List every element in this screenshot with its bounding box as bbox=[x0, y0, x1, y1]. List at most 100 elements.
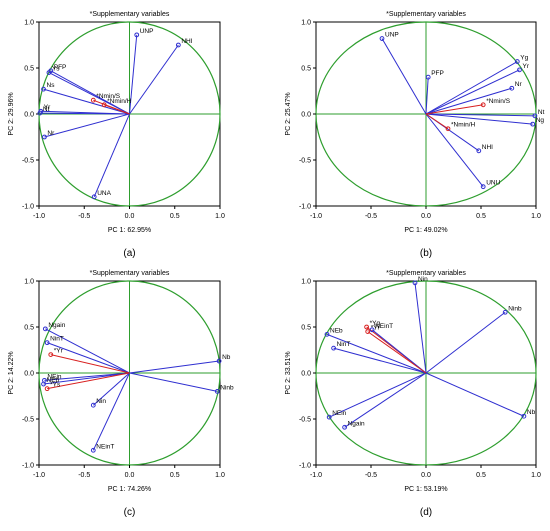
x-tick-label: -1.0 bbox=[33, 213, 45, 220]
supplementary-vector bbox=[425, 113, 449, 130]
point-label: *Nmin/S bbox=[486, 98, 511, 105]
point-label: Nin bbox=[96, 398, 106, 405]
y-axis-label: PC 2: 29.96% bbox=[8, 92, 15, 135]
x-tick-label: 0.5 bbox=[170, 213, 180, 220]
variable-point bbox=[91, 194, 97, 200]
variable-vector bbox=[425, 113, 535, 117]
point-label: *Nmin/S bbox=[96, 93, 121, 100]
panel-label: (a) bbox=[123, 248, 135, 259]
variable-point bbox=[509, 85, 515, 91]
point-label: NHI bbox=[482, 144, 493, 151]
x-tick-label: 0.5 bbox=[476, 213, 486, 220]
supplementary-point bbox=[480, 102, 486, 108]
variable-point bbox=[214, 389, 220, 394]
supplementary-point bbox=[90, 97, 96, 103]
variable-point bbox=[369, 327, 375, 333]
point-label: NEin bbox=[332, 410, 346, 417]
point-label: *Ys bbox=[50, 382, 61, 389]
variable-point bbox=[90, 402, 96, 408]
variable-point bbox=[134, 32, 140, 38]
supplementary-point bbox=[364, 324, 370, 330]
point-label: PFP bbox=[54, 64, 67, 71]
y-tick-label: -0.5 bbox=[299, 158, 311, 165]
chart-panel-3: *Supplementary variables -1.0 -0.5 0.0 0.5 1.… bbox=[8, 270, 234, 518]
variable-vector bbox=[425, 113, 484, 187]
point-label: Ng bbox=[536, 117, 545, 124]
variable-point bbox=[379, 36, 385, 41]
variable-point bbox=[41, 381, 46, 387]
x-tick-label: 0.0 bbox=[421, 213, 431, 220]
point-label: UNA bbox=[97, 190, 111, 197]
variable-point bbox=[216, 358, 222, 364]
chart-panel-1: *Supplementary variables -1.0 -0.5 0.0 0.5 1.… bbox=[8, 11, 225, 259]
variable-point bbox=[46, 70, 52, 75]
x-tick-label: 0.0 bbox=[125, 213, 135, 220]
variable-vector bbox=[425, 61, 518, 115]
supplementary-vector bbox=[47, 372, 130, 390]
y-axis-label: PC 2: 14.22% bbox=[8, 351, 15, 394]
point-label: NEin bbox=[47, 373, 61, 380]
y-tick-label: 1.0 bbox=[24, 279, 34, 286]
variable-point bbox=[42, 134, 47, 140]
variable-point bbox=[502, 309, 508, 315]
point-label: Nt bbox=[43, 106, 50, 113]
variable-vector bbox=[425, 113, 533, 125]
point-label: Nin bbox=[418, 276, 428, 283]
chart-title: *Supplementary variables bbox=[386, 11, 466, 18]
y-tick-label: 0.0 bbox=[301, 371, 311, 378]
x-tick-label: 1.0 bbox=[215, 213, 225, 220]
y-tick-label: -0.5 bbox=[299, 417, 311, 424]
y-axis-label: PC 2: 33.51% bbox=[285, 351, 292, 394]
y-tick-label: -1.0 bbox=[299, 463, 311, 470]
variable-vector bbox=[92, 372, 130, 406]
point-label: Nr bbox=[47, 130, 55, 137]
supplementary-vector bbox=[50, 354, 130, 374]
y-tick-label: 0.0 bbox=[24, 371, 34, 378]
point-label: Nb bbox=[527, 409, 536, 416]
variable-point bbox=[476, 148, 482, 154]
variable-vector bbox=[425, 87, 512, 115]
y-tick-label: -0.5 bbox=[22, 158, 34, 165]
variable-point bbox=[530, 121, 536, 127]
x-axis-label: PC 1: 74.26% bbox=[108, 486, 151, 493]
point-label: *Nmin/H bbox=[451, 122, 476, 129]
x-tick-label: 1.0 bbox=[215, 472, 225, 479]
point-label: Ngain bbox=[48, 322, 65, 329]
y-tick-label: 1.0 bbox=[301, 20, 311, 27]
variable-vector bbox=[425, 69, 520, 115]
x-axis-label: PC 1: 49.02% bbox=[404, 227, 447, 234]
x-tick-label: -0.5 bbox=[78, 213, 90, 220]
supplementary-point bbox=[44, 386, 50, 392]
point-label: PFP bbox=[431, 70, 444, 77]
point-label: *Nmin/H bbox=[107, 98, 132, 105]
variable-vector bbox=[44, 372, 130, 381]
variable-point bbox=[480, 184, 486, 190]
variable-vector bbox=[43, 88, 130, 115]
y-tick-label: 1.0 bbox=[301, 279, 311, 286]
variable-vector bbox=[425, 77, 429, 115]
supplementary-vector bbox=[367, 331, 427, 374]
variable-point bbox=[42, 326, 48, 332]
chart-panel-4: *Supplementary variables -1.0 -0.5 0.0 0.5 1.… bbox=[285, 270, 541, 518]
variable-point bbox=[37, 110, 43, 116]
y-tick-label: -0.5 bbox=[22, 417, 34, 424]
point-label: NEinT bbox=[96, 443, 114, 450]
variable-point bbox=[517, 67, 522, 73]
variable-vector bbox=[371, 329, 427, 374]
point-label: Ninb bbox=[508, 305, 522, 312]
variable-vector bbox=[414, 282, 427, 374]
point-label: NEinT bbox=[375, 323, 393, 330]
y-tick-label: -1.0 bbox=[22, 463, 34, 470]
variable-point bbox=[412, 280, 418, 286]
y-tick-label: 0.5 bbox=[301, 66, 311, 73]
x-tick-label: -1.0 bbox=[310, 472, 322, 479]
point-label: Ninb bbox=[220, 384, 234, 391]
y-tick-label: 0.5 bbox=[301, 325, 311, 332]
y-tick-label: 1.0 bbox=[24, 20, 34, 27]
x-tick-label: 0.5 bbox=[170, 472, 180, 479]
chart-title: *Supplementary variables bbox=[90, 11, 170, 18]
x-tick-label: -0.5 bbox=[365, 213, 377, 220]
y-tick-label: 0.0 bbox=[301, 112, 311, 119]
variable-vector bbox=[129, 360, 220, 374]
